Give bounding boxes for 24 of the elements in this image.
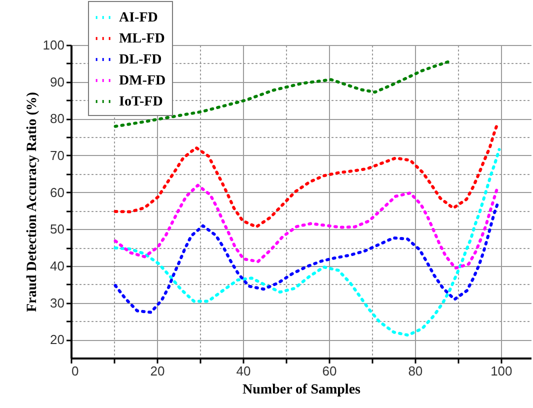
y-tick-label: 40: [50, 258, 64, 274]
y-axis-title: Fraud Detection Accuracy Ratio (%): [24, 92, 40, 312]
y-tick-label: 90: [50, 74, 64, 90]
y-tick-label: 50: [50, 222, 64, 237]
y-tick-label: 60: [50, 184, 64, 200]
legend-label: DM-FD: [119, 74, 166, 88]
y-tick-label: 20: [50, 332, 64, 348]
legend-label: DL-FD: [119, 52, 162, 68]
y-tick-label: 80: [50, 111, 64, 126]
x-tick-label: 20: [150, 364, 165, 378]
line-series: [114, 184, 499, 270]
y-tick-label: 70: [50, 148, 64, 163]
y-tick-label: 100: [42, 38, 64, 52]
line-series: [114, 148, 501, 337]
x-tick-label: 80: [408, 364, 423, 378]
x-tick-label: 100: [490, 364, 512, 378]
legend-label: IoT-FD: [119, 94, 163, 110]
x-tick-label: 60: [322, 364, 337, 378]
x-tick-label: 0: [72, 364, 79, 378]
x-tick-label: 40: [236, 364, 251, 378]
legend-label: ML-FD: [119, 32, 165, 46]
legend-label: AI-FD: [119, 10, 158, 26]
x-axis-title: Number of Samples: [242, 382, 362, 398]
y-tick-label: 30: [50, 295, 64, 310]
